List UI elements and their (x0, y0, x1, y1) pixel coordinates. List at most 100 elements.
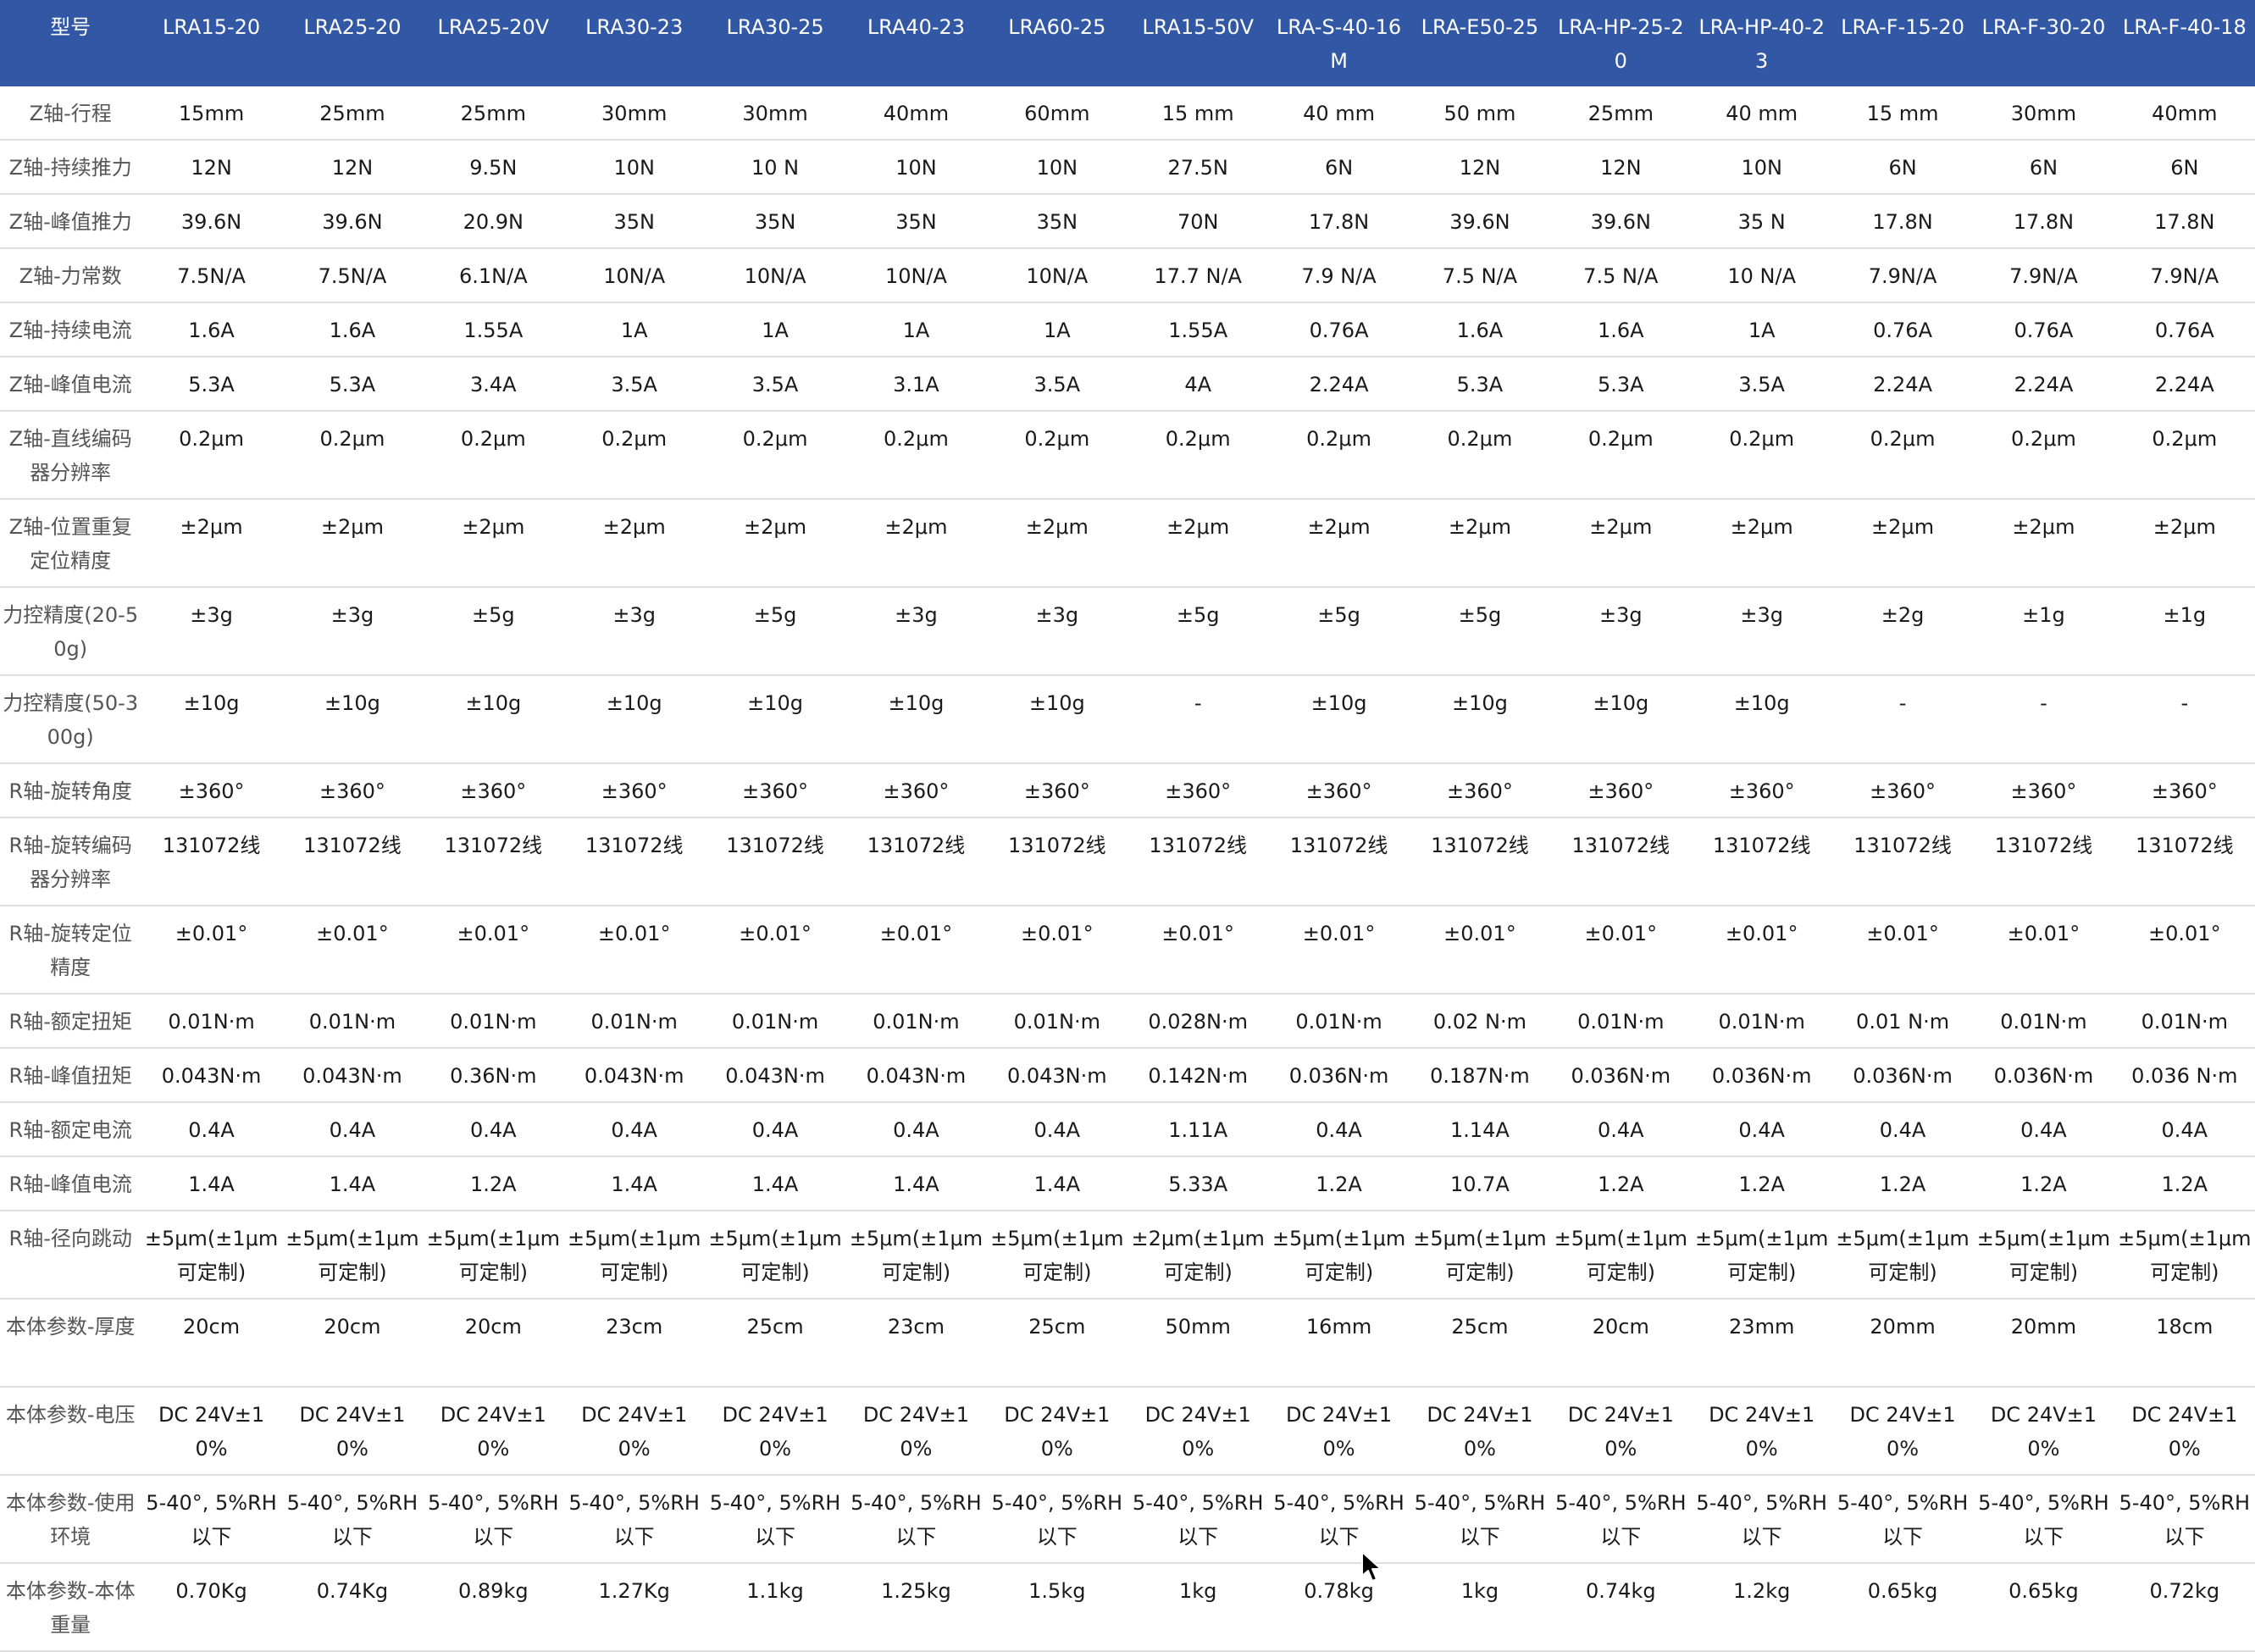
row-label: Z轴-行程 (0, 86, 141, 141)
table-cell: 1.2kg (1691, 1563, 1832, 1652)
table-cell: ±360° (986, 763, 1128, 818)
table-cell: ±2μm (2114, 499, 2255, 588)
table-cell: 2.24A (1268, 357, 1410, 412)
table-cell: 1.6A (1409, 302, 1551, 358)
table-cell: 39.6N (141, 194, 282, 249)
table-cell: 1.1kg (704, 1563, 846, 1652)
table-cell: DC 24V±10% (1409, 1387, 1551, 1476)
table-cell: ±5g (704, 587, 846, 676)
table-cell: ±360° (1128, 763, 1269, 818)
table-cell: 15 mm (1831, 86, 1974, 141)
table-cell: ±5g (1268, 587, 1410, 676)
table-cell: 1.6A (1550, 302, 1692, 358)
table-cell: 1.2A (1831, 1156, 1974, 1211)
table-cell: 7.5 N/A (1409, 248, 1551, 303)
table-cell: 6.1N/A (423, 248, 564, 303)
table-cell: 60mm (986, 86, 1128, 141)
table-cell: 1.6A (141, 302, 282, 358)
table-cell: 16mm (1268, 1299, 1410, 1388)
model-header: LRA30-23 (563, 0, 705, 86)
table-cell: 5.3A (141, 357, 282, 412)
table-cell: 5.3A (1550, 357, 1692, 412)
table-row: Z轴-持续推力 12N 12N 9.5N 10N 10 N 10N 10N 27.5N 6N 12N… (0, 140, 2255, 195)
table-cell: 1.4A (845, 1156, 987, 1211)
row-label: R轴-额定扭矩 (0, 994, 141, 1049)
table-cell: ±5μm(±1μm可定制) (1973, 1211, 2114, 1300)
table-cell: 15 mm (1128, 86, 1269, 141)
table-cell: ±1g (2114, 587, 2255, 676)
table-cell: 10N/A (986, 248, 1128, 303)
table-cell: DC 24V±10% (141, 1387, 282, 1476)
table-cell: 25cm (986, 1299, 1128, 1388)
table-cell: 70N (1128, 194, 1269, 249)
table-cell: 1.2A (2114, 1156, 2255, 1211)
table-cell: DC 24V±10% (986, 1387, 1128, 1476)
table-cell: ±10g (704, 675, 846, 764)
table-cell: ±360° (1973, 763, 2114, 818)
table-cell: 131072线 (281, 818, 424, 906)
table-cell: 5-40°, 5%RH以下 (281, 1475, 424, 1564)
table-cell: ±0.01° (141, 906, 282, 995)
table-cell: 25mm (423, 86, 564, 141)
table-cell: 20cm (1550, 1299, 1692, 1388)
table-cell: ±0.01° (1409, 906, 1551, 995)
table-cell: 0.036 N·m (2114, 1048, 2255, 1103)
table-cell: 1.2A (1973, 1156, 2114, 1211)
table-cell: 30mm (1973, 86, 2114, 141)
table-cell: ±10g (563, 675, 705, 764)
table-cell: 1A (1691, 302, 1832, 358)
table-cell: 0.01N·m (1973, 994, 2114, 1049)
table-cell: ±5μm(±1μm可定制) (1550, 1211, 1692, 1300)
table-cell: - (1973, 675, 2114, 764)
table-cell: 6N (1268, 140, 1410, 195)
table-cell: 7.9N/A (1973, 248, 2114, 303)
table-row: R轴-峰值扭矩 0.043N·m 0.043N·m 0.36N·m 0.043N·m 0.… (0, 1048, 2255, 1103)
row-label: Z轴-峰值电流 (0, 357, 141, 412)
table-cell: 17.8N (1831, 194, 1974, 249)
table-cell: DC 24V±10% (1831, 1387, 1974, 1476)
table-cell: ±10g (141, 675, 282, 764)
table-row: 力控精度(20-50g) ±3g ±3g ±5g ±3g ±5g ±3g ±3g ±5g ±5g ±… (0, 587, 2255, 676)
table-cell: 0.043N·m (704, 1048, 846, 1103)
table-cell: 5-40°, 5%RH以下 (2114, 1475, 2255, 1564)
table-cell: 0.043N·m (141, 1048, 282, 1103)
table-cell: 131072线 (1409, 818, 1551, 906)
table-cell: ±1g (1973, 587, 2114, 676)
table-cell: ±360° (1691, 763, 1832, 818)
table-cell: 5-40°, 5%RH以下 (986, 1475, 1128, 1564)
table-cell: 131072线 (986, 818, 1128, 906)
model-header: LRA15-50V (1128, 0, 1269, 86)
table-cell: 0.70Kg (141, 1563, 282, 1652)
table-cell: 7.9N/A (2114, 248, 2255, 303)
row-label: Z轴-直线编码器分辨率 (0, 411, 141, 500)
table-cell: 1.55A (1128, 302, 1269, 358)
table-cell: 5.3A (281, 357, 424, 412)
table-cell: ±3g (141, 587, 282, 676)
row-label: Z轴-持续推力 (0, 140, 141, 195)
table-cell: 0.01N·m (1691, 994, 1832, 1049)
table-cell: 0.76A (1268, 302, 1410, 358)
table-cell: 0.036N·m (1268, 1048, 1410, 1103)
table-cell: 1.2A (1691, 1156, 1832, 1211)
table-cell: ±0.01° (423, 906, 564, 995)
table-cell: 25mm (1550, 86, 1692, 141)
table-cell: 1kg (1409, 1563, 1551, 1652)
table-cell: DC 24V±10% (1973, 1387, 2114, 1476)
table-row: 力控精度(50-300g) ±10g ±10g ±10g ±10g ±10g ±10g ±10… (0, 675, 2255, 764)
table-row: Z轴-持续电流 1.6A 1.6A 1.55A 1A 1A 1A 1A 1.55A 0.76A 1.… (0, 302, 2255, 358)
table-cell: ±5μm(±1μm可定制) (281, 1211, 424, 1300)
corner-header: 型号 (0, 0, 141, 86)
table-cell: ±5μm(±1μm可定制) (845, 1211, 987, 1300)
model-header: LRA-F-15-20 (1831, 0, 1974, 86)
table-cell: 2.24A (1973, 357, 2114, 412)
table-cell: 0.2μm (1691, 411, 1832, 500)
table-cell: ±3g (986, 587, 1128, 676)
table-cell: 0.76A (2114, 302, 2255, 358)
table-cell: 0.01N·m (281, 994, 424, 1049)
table-cell: 0.01N·m (563, 994, 705, 1049)
table-cell: 0.74kg (1550, 1563, 1692, 1652)
table-cell: ±360° (1268, 763, 1410, 818)
table-row: R轴-旋转编码器分辨率 131072线 131072线 131072线 131072线 1… (0, 818, 2255, 906)
table-cell: 20cm (141, 1299, 282, 1388)
